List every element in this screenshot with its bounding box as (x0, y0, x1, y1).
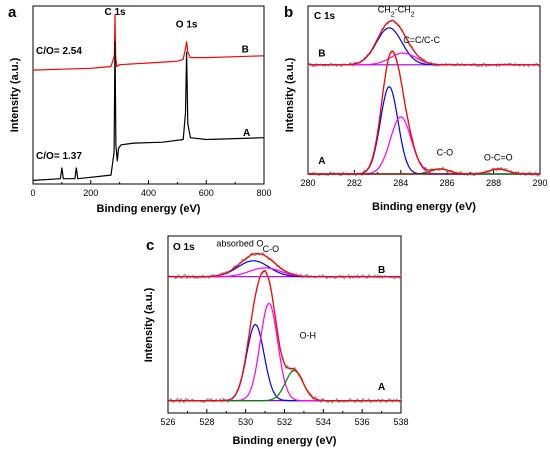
envelope-A (168, 270, 401, 402)
annotation: A (318, 156, 325, 167)
panel-letter-c: c (146, 237, 154, 254)
envelope-A (308, 50, 540, 175)
annotation: C/O= 1.37 (36, 151, 82, 162)
xtick-label-530: 530 (238, 417, 253, 427)
annotation: B (242, 44, 249, 55)
xtick-label-282: 282 (347, 178, 362, 188)
xtick-label-536: 536 (355, 417, 370, 427)
annotation: O-H (300, 331, 317, 341)
panel-b-frame (307, 5, 541, 175)
series-A (32, 41, 265, 181)
xtick-label-0: 0 (30, 188, 35, 198)
xtick-label-800: 800 (256, 188, 271, 198)
xtick-label-288: 288 (486, 178, 501, 188)
xtick-label-200: 200 (83, 188, 98, 198)
envelope-B (168, 252, 401, 278)
panel-a-xlabel: Binding energy (eV) (97, 203, 201, 215)
xtick-label-284: 284 (393, 178, 408, 188)
peak-A-C-O (168, 302, 401, 402)
annotation: C/O= 2.54 (36, 46, 82, 57)
annotation: CH2-CH2 (378, 5, 415, 19)
panel-c-xticks: 526 528 530 532 534 536 538 (160, 409, 409, 427)
panel-b-ylabel: Intensity (a.u.) (284, 57, 296, 132)
raw-A (167, 269, 402, 404)
xtick-label-290: 290 (532, 178, 547, 188)
panel-b-xticks: 280 282 284 286 288 290 (300, 170, 548, 188)
panel-c-frame (167, 235, 402, 414)
panel-letter-a: a (8, 4, 17, 21)
annotation: B (318, 48, 325, 59)
xtick-label-280: 280 (300, 178, 315, 188)
annotation: absorbed O (216, 239, 263, 249)
xtick-label-538: 538 (393, 417, 408, 427)
envelope-B (308, 20, 540, 66)
xtick-label-534: 534 (316, 417, 331, 427)
xtick-label-400: 400 (141, 188, 156, 198)
panel-c-xlabel: Binding energy (eV) (233, 435, 337, 447)
xtick-label-286: 286 (440, 178, 455, 188)
xtick-label-526: 526 (160, 417, 175, 427)
panel-a-xticks: 0 200 400 600 800 (30, 180, 272, 198)
panel-b-curves (307, 19, 541, 177)
panel-letter-b: b (284, 4, 293, 21)
panel-c-annotations: absorbed OC-O O-H B A (216, 239, 385, 393)
panel-a-curves (32, 14, 265, 181)
annotation: O 1s (176, 19, 198, 30)
panel-b-xlabel: Binding energy (eV) (372, 201, 476, 213)
annotation: A (243, 128, 250, 139)
series-B (32, 14, 265, 71)
peak-B-absorbed O (168, 260, 401, 278)
panel-a-survey: 0 200 400 600 800 C 1s O 1s C/O= 2.54 C/O= 1.37… (9, 5, 272, 215)
panel-c-ylabel: Intensity (a.u.) (143, 287, 155, 362)
annotation: C 1s (104, 7, 126, 18)
panel-b-title: C 1s (314, 11, 336, 22)
annotation: B (378, 265, 385, 276)
xtick-label-600: 600 (199, 188, 214, 198)
xtick-label-532: 532 (277, 417, 292, 427)
panel-a-ylabel: Intensity (a.u.) (9, 57, 21, 132)
panel-c-curves (167, 252, 402, 404)
annotation: C=C/C-C (403, 35, 440, 45)
panel-b-annotations: CH2-CH2 C=C/C-C C-O O-C=O B A (318, 5, 512, 167)
annotation: O-C=O (484, 153, 513, 163)
panel-c-o1s: O 1s 526 528 530 532 534 536 538 absorbed OC-O… (143, 235, 409, 447)
panel-c-title: O 1s (173, 242, 195, 253)
annotation: C-O (263, 244, 280, 254)
annotation: C-O (437, 148, 454, 158)
panel-a-annotations: C 1s O 1s C/O= 2.54 C/O= 1.37 B A (36, 7, 250, 162)
peak-A-C=C/C-C (308, 116, 540, 175)
annotation: A (378, 382, 385, 393)
xtick-label-528: 528 (199, 417, 214, 427)
peak-A-O-H (168, 370, 401, 402)
panel-b-c1s: C 1s 280 282 284 286 288 290 CH2-CH2 C=C/C-C C-… (284, 5, 548, 213)
